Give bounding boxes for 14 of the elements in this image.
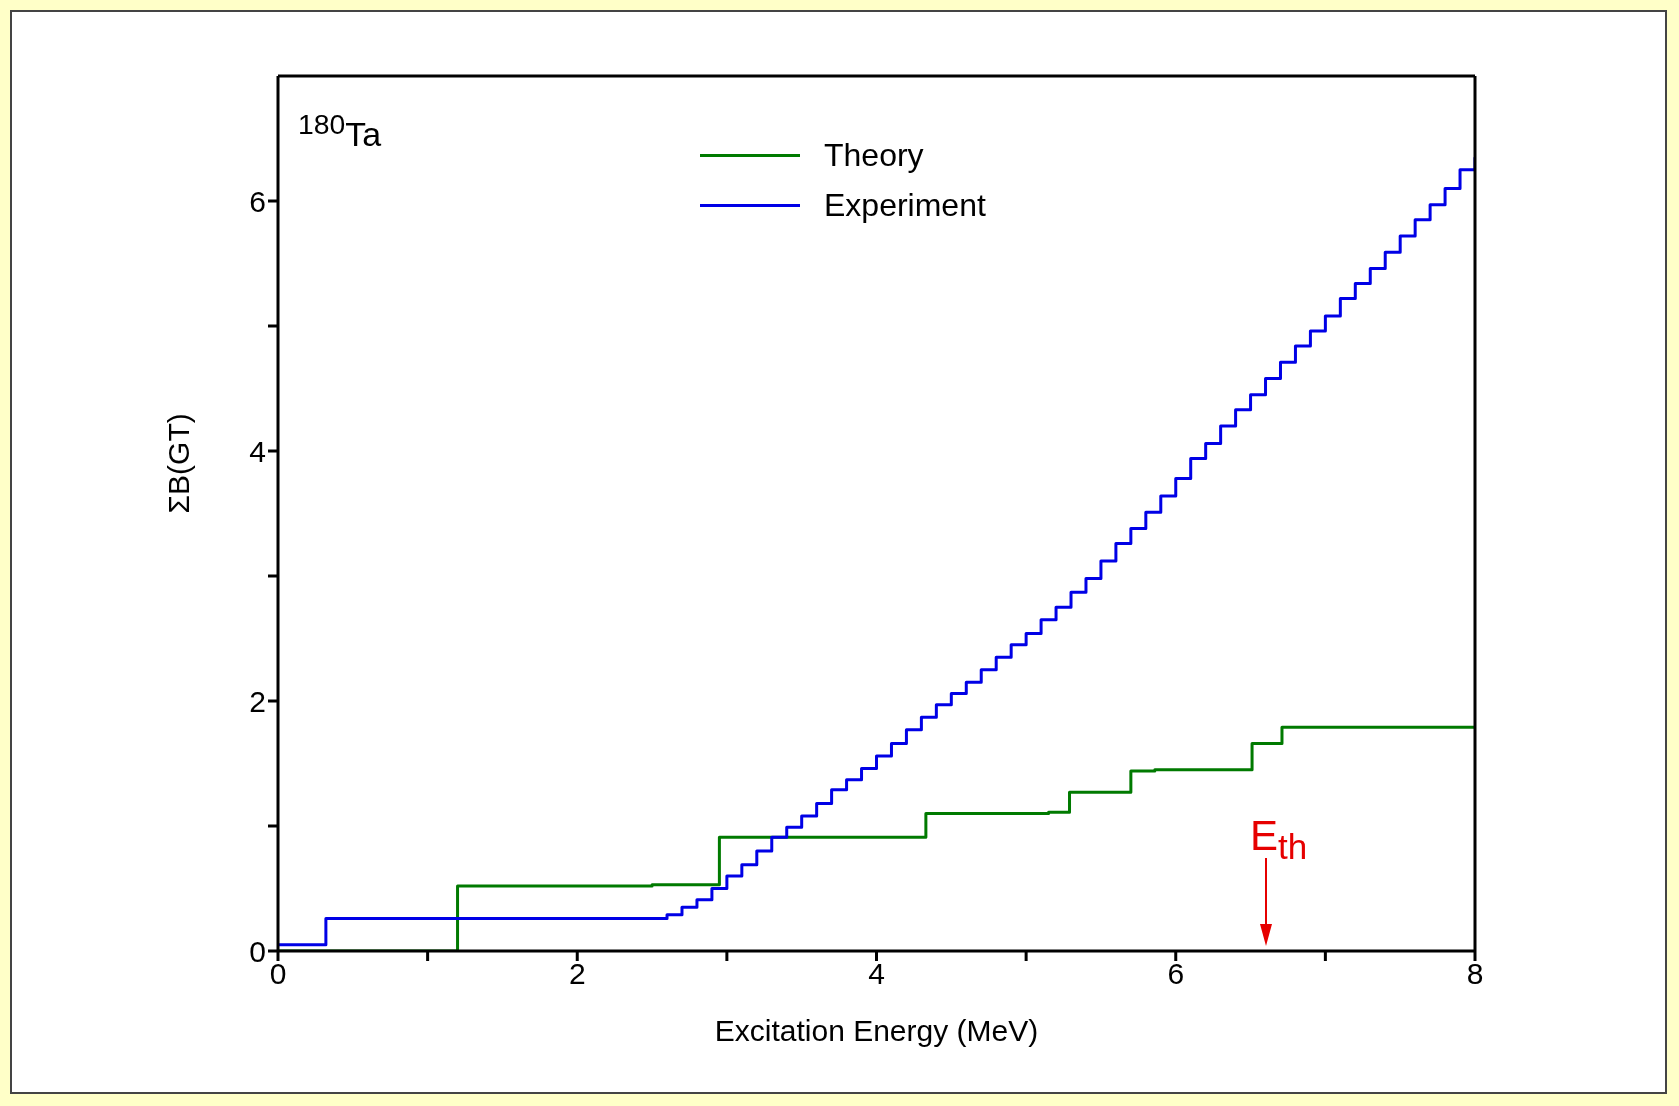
x-tick-label: 2 [568,957,586,991]
y-tick-label: 6 [249,184,266,218]
y-axis-title: ΣB(GT) [161,413,195,514]
y-tick-label: 2 [249,684,266,718]
annotation: E$_{th}$ [1250,812,1308,868]
y-tick-label: 0 [249,934,266,968]
annotation: $^{180}$Ta [298,108,382,155]
legend-label: Experiment [824,186,986,225]
x-tick-label: 6 [1167,957,1185,991]
x-tick-label: 8 [1466,957,1484,991]
x-tick-label: 4 [868,957,885,991]
legend-label: Theory [824,136,924,175]
x-axis-title: Excitation Energy (MeV) [714,1014,1039,1047]
y-tick-label: 4 [249,434,266,468]
